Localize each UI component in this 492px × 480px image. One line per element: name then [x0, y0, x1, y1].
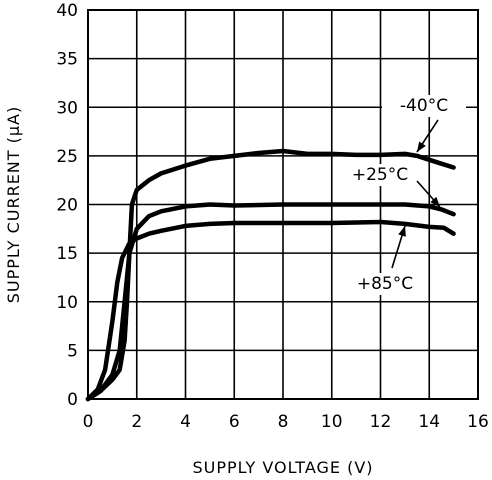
series-line [85, 202, 456, 402]
tick-labels: 0 2 4 6 8 10 12 14 16 0 5 10 15 20 25 30 35 40 [56, 1, 488, 432]
plot-frame [87, 9, 479, 400]
x-tick-label: 6 [229, 412, 240, 432]
annotation-backdrop [343, 273, 427, 295]
y-tick-label: 35 [56, 50, 78, 70]
annotation-backdrop [382, 95, 466, 117]
annotations: -40°C +25°C +85°C [338, 95, 466, 295]
x-tick-label: 12 [370, 412, 392, 432]
y-axis-label: SUPPLY CURRENT (µA) [4, 106, 23, 303]
annotation-label: +85°C [357, 274, 413, 294]
x-tick-label: 14 [418, 412, 440, 432]
x-tick-label: 10 [321, 412, 343, 432]
arrowhead-icon [417, 141, 426, 152]
arrowhead-icon [398, 226, 406, 237]
y-tick-label: 5 [67, 341, 78, 361]
y-tick-label: 15 [56, 244, 78, 264]
x-tick-label: 16 [467, 412, 489, 432]
x-tick-label: 2 [131, 412, 142, 432]
series-line [85, 219, 456, 402]
x-axis-label: SUPPLY VOLTAGE (V) [193, 458, 374, 477]
annotation-label: +25°C [352, 165, 408, 185]
y-tick-label: 10 [56, 293, 78, 313]
x-tick-label: 8 [278, 412, 289, 432]
series-layer [85, 148, 456, 402]
y-tick-label: 25 [56, 147, 78, 167]
series-line [85, 148, 456, 402]
x-tick-label: 0 [83, 412, 94, 432]
y-tick-label: 30 [56, 98, 78, 118]
y-tick-label: 20 [56, 196, 78, 216]
y-tick-label: 0 [67, 390, 78, 410]
arrowhead-icon [430, 196, 440, 207]
annotation-label: -40°C [400, 96, 448, 116]
annotation-backdrop [338, 164, 422, 186]
y-tick-label: 40 [56, 1, 78, 21]
x-tick-label: 4 [180, 412, 191, 432]
